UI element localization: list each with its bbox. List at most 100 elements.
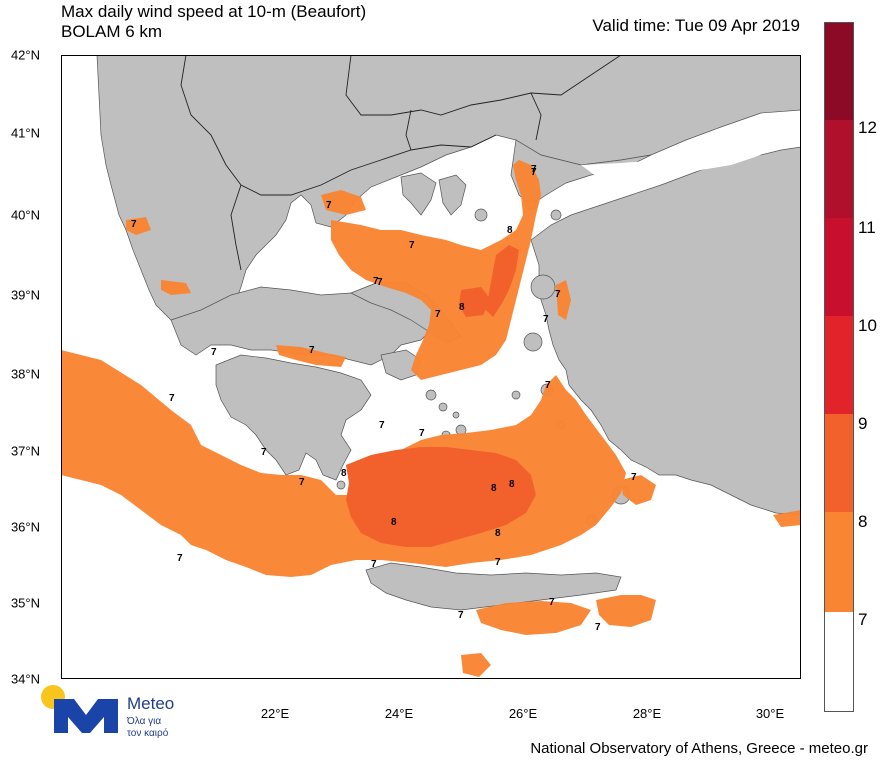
wind-label-7: 7	[531, 167, 537, 178]
wind-label-7: 7	[377, 277, 383, 288]
beaufort-7-rhodes	[621, 475, 656, 505]
beaufort-7-thermaikos	[321, 190, 366, 215]
colorbar-bin-12plus	[824, 22, 854, 120]
beaufort-7-corinth	[276, 345, 346, 367]
wind-label-7: 7	[531, 164, 537, 175]
wind-label-7: 7	[549, 597, 555, 608]
land-island-chios	[523, 332, 543, 352]
land-chalkidiki	[400, 172, 437, 216]
map-title: Max daily wind speed at 10-m (Beaufort)	[61, 2, 367, 21]
lat-label: 39°N	[10, 287, 40, 303]
colorbar-bin-10	[824, 218, 854, 316]
wind-label-7: 7	[435, 309, 441, 320]
wind-label-7: 7	[458, 610, 464, 621]
beaufort-7-north	[331, 160, 541, 380]
colorbar-label-10: 10	[858, 316, 877, 335]
wind-label-7: 7	[495, 557, 501, 568]
land-island-kythira	[336, 480, 346, 490]
beaufort-8-areas	[346, 245, 536, 547]
wind-label-7: 7	[409, 240, 415, 251]
lat-label: 36°N	[10, 519, 40, 535]
wind-labels: 7 7 7 7 7 7 7 7 7 7 7 7 7 7 7 7 7 7 7 7 …	[131, 164, 637, 633]
map-subtitle: BOLAM 6 km	[61, 22, 163, 41]
beaufort-7-turkey-west	[556, 280, 571, 320]
colorbar-bin-11	[824, 120, 854, 218]
wind-label-7: 7	[261, 447, 267, 458]
wind-label-8: 8	[495, 528, 501, 539]
lon-label: 28°E	[632, 706, 662, 721]
beaufort-8-central	[346, 447, 536, 547]
wind-label-7: 7	[177, 553, 183, 564]
land-turkey	[530, 146, 801, 516]
wind-label-8: 8	[491, 483, 497, 494]
beaufort-7-corfu	[126, 217, 151, 235]
wind-label-8: 8	[341, 468, 347, 479]
land-island-thasos	[474, 208, 488, 222]
wind-label-7: 7	[299, 477, 305, 488]
land-island-gokceada	[550, 209, 562, 221]
map-frame	[61, 55, 801, 679]
lat-label: 35°N	[10, 595, 40, 611]
lat-label: 40°N	[10, 207, 40, 223]
wind-label-7: 7	[371, 559, 377, 570]
wind-label-8: 8	[459, 302, 465, 313]
lat-label: 37°N	[10, 443, 40, 459]
wind-label-7: 7	[543, 314, 549, 325]
land-masses	[96, 55, 801, 611]
colorbar-bin-7	[824, 512, 854, 612]
wind-map: 7 7 7 7 7 7 7 7 7 7 7 7 7 7 7 7 7 7 7 7 …	[61, 55, 801, 679]
beaufort-7-ionian	[161, 280, 191, 295]
beaufort-7-bottom	[461, 653, 491, 677]
wind-label-7: 7	[555, 289, 561, 300]
lat-label: 34°N	[10, 671, 40, 687]
lon-label: 26°E	[508, 706, 538, 721]
land-island-tinos	[438, 402, 448, 412]
logo-tagline-2: τον καιρό	[127, 728, 169, 739]
lat-label: 41°N	[10, 125, 40, 141]
wind-label-7: 7	[131, 219, 137, 230]
land-crete	[365, 562, 622, 611]
beaufort-7-east	[773, 510, 801, 527]
land-peloponnese	[215, 354, 372, 481]
sea-marmara	[581, 147, 761, 183]
country-borders	[180, 55, 622, 271]
wind-label-8: 8	[509, 479, 515, 490]
lon-label: 24°E	[384, 706, 414, 721]
colorbar-label-11: 11	[858, 218, 876, 237]
colorbar-bin-8	[824, 414, 854, 512]
beaufort-7-crete-se	[596, 595, 656, 627]
lon-label: 22°E	[260, 706, 290, 721]
wind-label-7: 7	[326, 200, 332, 211]
beaufort-8-north	[486, 245, 519, 317]
colorbar-label-12: 12	[858, 118, 877, 137]
land-island-mykonos	[452, 411, 460, 419]
land-island-ikaria	[511, 390, 521, 400]
wind-label-8: 8	[391, 517, 397, 528]
lat-label: 38°N	[10, 366, 40, 382]
wind-label-7: 7	[545, 380, 551, 391]
wind-label-7: 7	[373, 276, 379, 287]
colorbar	[824, 22, 854, 712]
beaufort-8-mid	[459, 287, 491, 317]
colorbar-label-8: 8	[858, 512, 868, 531]
land-island-lesvos	[530, 274, 556, 300]
colorbar-label-7: 7	[858, 610, 868, 629]
beaufort-7-crete-south	[476, 601, 591, 635]
wind-label-7: 7	[169, 393, 175, 404]
footer-credit: National Observatory of Athens, Greece -…	[530, 740, 868, 757]
meteo-logo-icon	[41, 685, 118, 733]
colorbar-bin-below7	[824, 612, 854, 712]
land-central-greece	[170, 286, 432, 366]
wind-label-7: 7	[419, 428, 425, 439]
logo-tagline-1: Όλα για	[127, 716, 162, 727]
wind-label-7: 7	[631, 472, 637, 483]
valid-time: Valid time: Tue 09 Apr 2019	[592, 16, 800, 35]
lon-label: 30°E	[755, 706, 785, 721]
wind-label-7: 7	[309, 345, 315, 356]
colorbar-bin-9	[824, 316, 854, 414]
logo-name: Meteo	[127, 694, 175, 713]
wind-label-7: 7	[211, 347, 217, 358]
colorbar-label-9: 9	[858, 414, 868, 433]
colorbar-frame	[824, 22, 854, 712]
wind-label-7: 7	[379, 420, 385, 431]
